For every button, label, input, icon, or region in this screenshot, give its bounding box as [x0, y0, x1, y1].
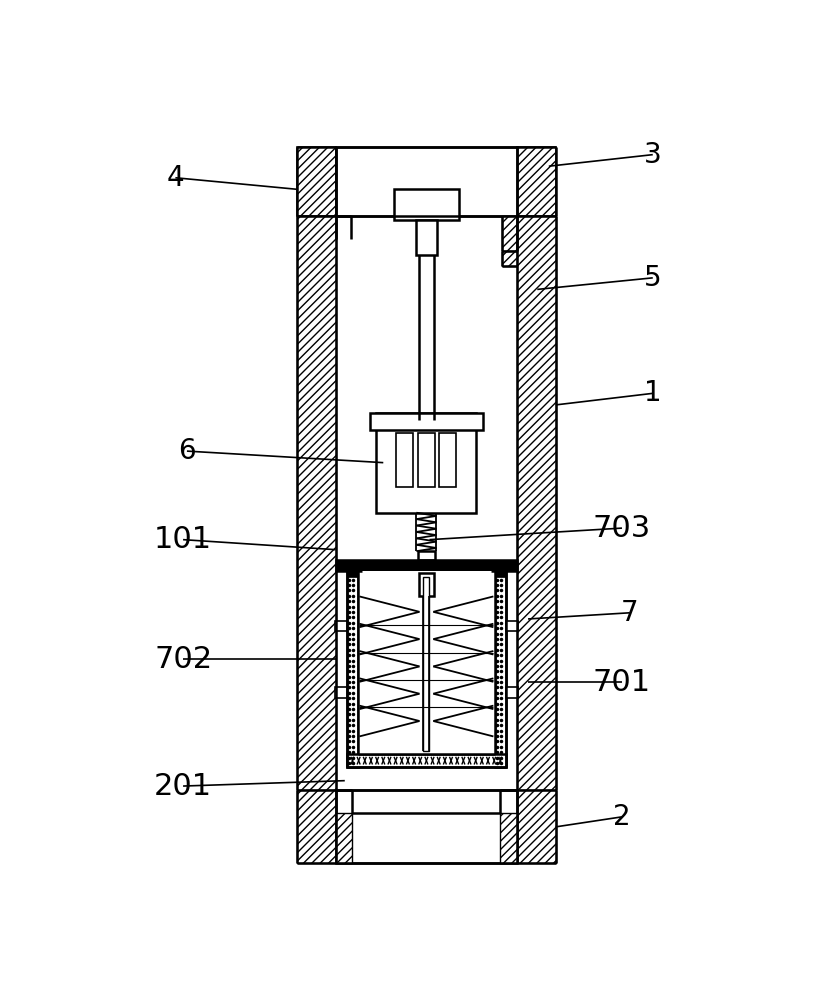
Bar [297, 790, 335, 863]
Bar [423, 577, 429, 751]
Bar [335, 560, 363, 571]
Bar [518, 790, 556, 863]
Bar [335, 813, 353, 863]
Bar [418, 433, 435, 487]
Bar [506, 687, 518, 698]
Bar [297, 147, 335, 216]
Bar [347, 754, 506, 767]
Bar [495, 571, 506, 767]
Bar [335, 560, 518, 571]
Text: 702: 702 [154, 645, 212, 674]
Bar [394, 189, 459, 220]
Bar [500, 813, 518, 863]
Bar [376, 413, 477, 513]
Bar [502, 251, 518, 266]
Bar [370, 413, 483, 430]
Bar [335, 147, 518, 216]
Bar [347, 571, 358, 577]
Text: 5: 5 [644, 264, 661, 292]
Bar [518, 216, 556, 790]
Bar [418, 551, 435, 560]
Bar [335, 790, 518, 863]
Bar [347, 571, 358, 767]
Bar [416, 220, 437, 255]
Text: 2: 2 [613, 803, 631, 831]
Bar [506, 620, 518, 631]
Bar [334, 687, 347, 698]
Bar [518, 147, 556, 216]
Text: 201: 201 [154, 772, 212, 801]
Bar [334, 620, 347, 631]
Bar [490, 560, 518, 571]
Bar [297, 216, 335, 790]
Bar [358, 571, 495, 754]
Bar [396, 433, 414, 487]
Text: 101: 101 [154, 525, 212, 554]
Text: 701: 701 [593, 668, 651, 697]
Bar [495, 571, 506, 577]
Text: 4: 4 [166, 164, 184, 192]
Text: 1: 1 [644, 379, 661, 407]
Text: 6: 6 [178, 437, 196, 465]
Bar [418, 573, 434, 596]
Text: 7: 7 [621, 599, 638, 627]
Bar [502, 216, 518, 251]
Bar [439, 433, 457, 487]
Text: 3: 3 [644, 141, 661, 169]
Text: 703: 703 [593, 514, 651, 543]
